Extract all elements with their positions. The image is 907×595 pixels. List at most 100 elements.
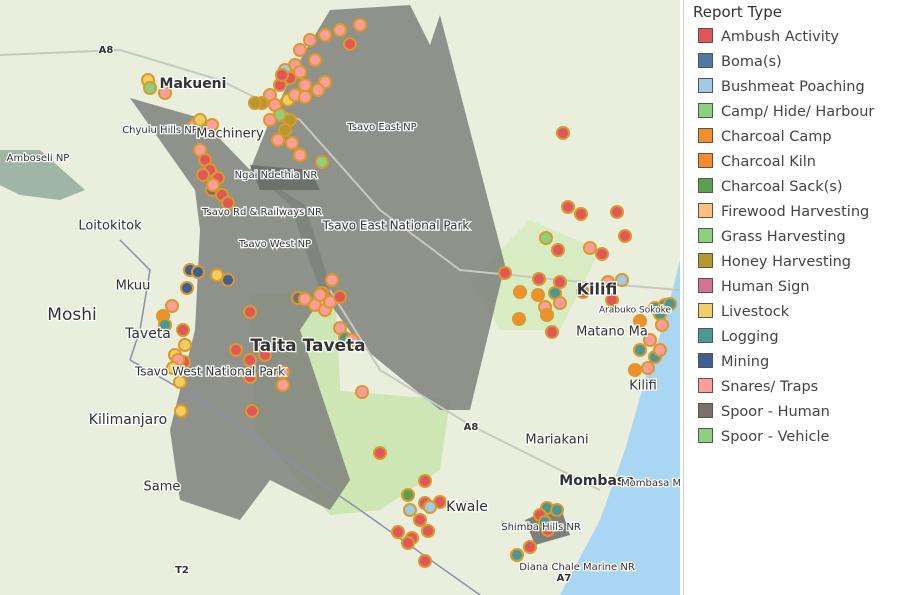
road <box>329 289 601 491</box>
report-marker <box>333 23 347 37</box>
legend-item[interactable]: Boma(s) <box>698 53 782 70</box>
report-marker <box>243 370 257 384</box>
legend-label: Charcoal Kiln <box>721 154 816 170</box>
legend-label: Charcoal Sack(s) <box>721 179 843 195</box>
place-label: A7 <box>557 573 572 584</box>
place-label: A8 <box>99 45 114 56</box>
place-label: Kilifi <box>577 280 618 299</box>
report-marker <box>221 196 235 210</box>
legend-item[interactable]: Human Sign <box>698 278 810 295</box>
report-marker <box>512 312 526 326</box>
report-marker <box>325 273 339 287</box>
report-marker <box>311 83 325 97</box>
report-marker <box>641 361 655 375</box>
legend-label: Spoor - Vehicle <box>721 429 830 445</box>
report-marker <box>510 548 524 562</box>
place-label: Loitokitok <box>78 219 142 234</box>
legend-item[interactable]: Charcoal Sack(s) <box>698 178 843 195</box>
report-marker <box>165 299 179 313</box>
report-marker <box>285 136 299 150</box>
place-label: Kilimanjaro <box>89 412 167 428</box>
report-marker <box>605 293 619 307</box>
report-marker <box>243 353 257 367</box>
legend-item[interactable]: Spoor - Human <box>698 403 830 420</box>
report-marker <box>628 363 642 377</box>
place-label: Taveta <box>124 326 171 342</box>
report-marker <box>298 90 312 104</box>
report-marker <box>556 126 570 140</box>
report-marker <box>583 241 597 255</box>
legend-item[interactable]: Charcoal Camp <box>698 128 832 145</box>
legend-swatch <box>698 428 713 443</box>
legend-item[interactable]: Charcoal Kiln <box>698 153 816 170</box>
legend-swatch <box>698 303 713 318</box>
legend-item[interactable]: Grass Harvesting <box>698 228 846 245</box>
report-marker <box>318 28 332 42</box>
report-marker <box>276 378 290 392</box>
legend-label: Bushmeat Poaching <box>721 79 865 95</box>
report-marker <box>174 404 188 418</box>
place-label: A8 <box>464 422 479 433</box>
legend-swatch <box>698 128 713 143</box>
legend-item[interactable]: Camp/ Hide/ Harbour <box>698 103 874 120</box>
legend-item[interactable]: Logging <box>698 328 779 345</box>
report-marker <box>196 168 210 182</box>
place-label: Ngai Ndethia NR <box>235 170 318 181</box>
legend-label: Snares/ Traps <box>721 379 819 395</box>
legend-item[interactable]: Mining <box>698 353 769 370</box>
legend-item[interactable]: Livestock <box>698 303 789 320</box>
legend-swatch <box>698 178 713 193</box>
report-marker <box>173 375 187 389</box>
report-marker <box>663 297 677 311</box>
place-label: Mombasa Marine NP <box>621 478 680 489</box>
report-marker <box>401 536 415 550</box>
legend-swatch <box>698 278 713 293</box>
legend-label: Livestock <box>721 304 790 320</box>
report-marker <box>293 148 307 162</box>
report-marker <box>653 343 667 357</box>
place-label: Tsavo East National Park <box>322 219 470 233</box>
place-label: Shimba Hills NR <box>501 522 581 533</box>
place-label: Chyulu Hills NP <box>122 125 198 136</box>
report-marker <box>655 318 669 332</box>
legend-label: Spoor - Human <box>721 404 830 420</box>
report-marker <box>313 288 327 302</box>
legend-item[interactable]: Firewood Harvesting <box>698 203 869 220</box>
report-marker <box>180 281 194 295</box>
report-marker <box>576 285 590 299</box>
legend-swatch <box>698 403 713 418</box>
place-label: Amboseli NP <box>7 153 70 164</box>
legend-item[interactable]: Spoor - Vehicle <box>698 428 829 445</box>
legend-label: Human Sign <box>721 279 810 295</box>
legend-item[interactable]: Bushmeat Poaching <box>698 78 865 95</box>
place-label: T2 <box>175 565 189 576</box>
report-marker <box>178 338 192 352</box>
legend-swatch <box>698 203 713 218</box>
report-marker <box>176 323 190 337</box>
legend: Report Type Ambush Activity Boma(s) Bushme… <box>683 0 907 595</box>
legend-label: Ambush Activity <box>721 29 840 45</box>
legend-label: Honey Harvesting <box>721 254 851 270</box>
place-label: Diana Chale Marine NR <box>519 562 635 573</box>
legend-label: Camp/ Hide/ Harbour <box>721 104 875 120</box>
legend-item[interactable]: Ambush Activity <box>698 28 839 45</box>
report-marker <box>293 43 307 57</box>
place-label: Machinery <box>196 127 264 142</box>
report-marker <box>595 247 609 261</box>
report-marker <box>248 96 262 110</box>
report-marker <box>193 113 207 127</box>
report-marker <box>333 290 347 304</box>
report-marker <box>551 243 565 257</box>
legend-swatch <box>698 253 713 268</box>
report-marker <box>166 361 180 375</box>
report-marker <box>278 123 292 137</box>
report-marker <box>221 273 235 287</box>
report-marker <box>206 178 220 192</box>
legend-item[interactable]: Snares/ Traps <box>698 378 818 395</box>
sea <box>560 260 680 595</box>
legend-item[interactable]: Honey Harvesting <box>698 253 851 270</box>
place-label: Tsavo East NP <box>346 122 416 133</box>
report-marker <box>158 86 172 100</box>
protected-area <box>250 165 320 190</box>
report-marker <box>403 503 417 517</box>
